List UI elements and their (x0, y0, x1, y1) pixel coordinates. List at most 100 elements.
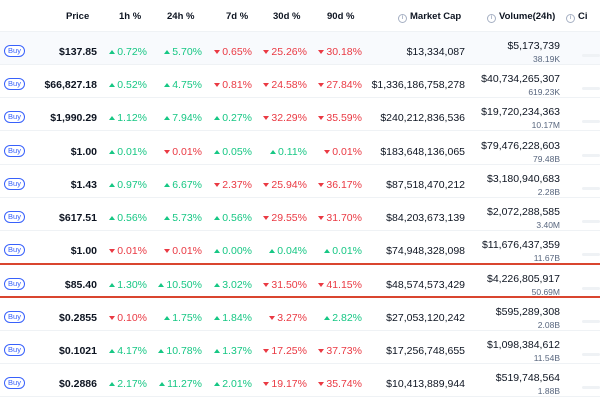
caret-down-icon (318, 83, 325, 87)
volume-cell[interactable]: $2,072,288,585 (487, 206, 560, 218)
change-30d-cell-value: 29.55% (271, 212, 307, 224)
volume-cell[interactable]: $1,098,384,612 (487, 339, 560, 351)
table-row[interactable]: Buy $1.00 0.01% 0.01% 0.00% 0.04% 0.01% $74,948… (0, 231, 600, 264)
change-1h-cell-value: 0.72% (117, 46, 147, 58)
caret-up-icon (324, 249, 331, 253)
header-volume[interactable]: i Volume(24h) (487, 11, 555, 23)
caret-up-icon (109, 382, 116, 386)
change-30d-cell: 19.17% (263, 378, 307, 390)
header-7d[interactable]: 7d % (226, 11, 249, 22)
table-row[interactable]: Buy $0.2855 0.10% 1.75% 1.84% 3.27% 2.82% $27,0… (0, 298, 600, 331)
header-1h[interactable]: 1h % (119, 11, 142, 22)
price-cell-value: $617.51 (59, 212, 97, 224)
change-1h-cell-value: 1.12% (117, 112, 147, 124)
buy-button[interactable]: Buy (4, 211, 25, 223)
buy-button[interactable]: Buy (4, 111, 25, 123)
header-volume-label: Volume(24h) (499, 11, 556, 22)
change-30d-cell: 25.26% (263, 46, 307, 58)
caret-up-icon (109, 283, 116, 287)
price-cell: $617.51 (59, 212, 97, 224)
supply-progress-bar (582, 287, 600, 290)
header-price[interactable]: Price (66, 11, 90, 22)
header-circulating-supply[interactable]: i Ci (566, 11, 588, 23)
table-row[interactable]: Buy $1,990.29 1.12% 7.94% 0.27% 32.29% 35.59% $… (0, 98, 600, 131)
buy-button[interactable]: Buy (4, 377, 25, 389)
volume-coin-amount: 2.08B (537, 320, 560, 330)
volume-cell[interactable]: $595,289,308 (495, 306, 560, 318)
table-row[interactable]: Buy $1.43 0.97% 6.67% 2.37% 25.94% 36.17% $87,5… (0, 165, 600, 198)
caret-down-icon (263, 50, 270, 54)
change-24h-cell-value: 0.01% (172, 245, 202, 257)
change-30d-cell-value: 0.04% (277, 245, 307, 257)
header-90d[interactable]: 90d % (327, 11, 355, 22)
price-cell: $0.1021 (59, 345, 97, 357)
header-circ-label: Ci (578, 11, 588, 22)
volume-cell[interactable]: $19,720,234,363 (481, 106, 560, 118)
table-row[interactable]: Buy $617.51 0.56% 5.73% 0.56% 29.55% 31.70% $84… (0, 198, 600, 231)
change-90d-cell: 0.01% (324, 146, 362, 158)
buy-button[interactable]: Buy (4, 311, 25, 323)
change-30d-cell: 29.55% (263, 212, 307, 224)
table-row[interactable]: Buy $0.1021 4.17% 10.78% 1.37% 17.25% 37.73% $1… (0, 331, 600, 364)
volume-cell[interactable]: $519,748,564 (495, 372, 560, 384)
market-cap-cell-value: $17,256,748,655 (386, 345, 465, 357)
change-24h-cell: 5.70% (164, 46, 202, 58)
change-1h-cell: 2.17% (109, 378, 147, 390)
header-market-cap[interactable]: i Market Cap (398, 11, 461, 23)
header-24h[interactable]: 24h % (167, 11, 195, 22)
change-1h-cell-value: 0.56% (117, 212, 147, 224)
volume-cell[interactable]: $11,676,437,359 (481, 239, 560, 251)
table-row[interactable]: Buy $0.2886 2.17% 11.27% 2.01% 19.17% 35.74% $1… (0, 364, 600, 397)
buy-button[interactable]: Buy (4, 145, 25, 157)
price-cell: $1.00 (71, 245, 97, 257)
change-7d-cell-value: 0.65% (222, 46, 252, 58)
change-7d-cell: 2.01% (214, 378, 252, 390)
volume-cell[interactable]: $40,734,265,307 (481, 73, 560, 85)
volume-cell[interactable]: $5,173,739 (507, 40, 560, 52)
volume-cell[interactable]: $3,180,940,683 (487, 173, 560, 185)
change-7d-cell-value: 1.37% (222, 345, 252, 357)
price-cell: $1.43 (71, 179, 97, 191)
caret-down-icon (214, 183, 221, 187)
volume-coin-amount: 3.40M (536, 220, 560, 230)
info-icon[interactable]: i (487, 14, 496, 23)
change-90d-cell: 31.70% (318, 212, 362, 224)
change-7d-cell-value: 0.56% (222, 212, 252, 224)
info-icon[interactable]: i (398, 14, 407, 23)
supply-progress-bar (582, 386, 600, 389)
change-24h-cell: 11.27% (159, 378, 202, 390)
market-cap-cell: $13,334,087 (407, 46, 465, 58)
change-30d-cell-value: 3.27% (277, 312, 307, 324)
info-icon[interactable]: i (566, 14, 575, 23)
buy-button[interactable]: Buy (4, 278, 25, 290)
volume-cell[interactable]: $4,226,805,917 (487, 273, 560, 285)
table-row[interactable]: Buy $66,827.18 0.52% 4.75% 0.81% 24.58% 27.84%… (0, 65, 600, 98)
table-row[interactable]: Buy $1.00 0.01% 0.01% 0.05% 0.11% 0.01% $183,64… (0, 132, 600, 165)
buy-button[interactable]: Buy (4, 344, 25, 356)
caret-up-icon (109, 183, 116, 187)
caret-up-icon (109, 83, 116, 87)
market-cap-cell-value: $1,336,186,758,278 (371, 79, 465, 91)
caret-up-icon (158, 283, 165, 287)
change-90d-cell: 35.74% (318, 378, 362, 390)
market-cap-cell: $27,053,120,242 (386, 312, 465, 324)
volume-cell[interactable]: $79,476,228,603 (481, 140, 560, 152)
change-24h-cell-value: 10.78% (166, 345, 202, 357)
caret-up-icon (214, 150, 221, 154)
buy-button[interactable]: Buy (4, 178, 25, 190)
caret-down-icon (263, 83, 270, 87)
change-7d-cell-value: 0.27% (222, 112, 252, 124)
price-cell-value: $66,827.18 (44, 79, 97, 91)
volume-coin-amount: 1.88B (537, 386, 560, 396)
price-cell-value: $1,990.29 (50, 112, 97, 124)
buy-button[interactable]: Buy (4, 78, 25, 90)
caret-down-icon (263, 183, 270, 187)
change-90d-cell-value: 30.18% (326, 46, 362, 58)
caret-down-icon (263, 283, 270, 287)
table-row[interactable]: Buy $137.85 0.72% 5.70% 0.65% 25.26% 30.18% $13… (0, 32, 600, 65)
change-1h-cell: 0.01% (109, 146, 147, 158)
header-30d[interactable]: 30d % (273, 11, 301, 22)
buy-button[interactable]: Buy (4, 45, 25, 57)
buy-button[interactable]: Buy (4, 244, 25, 256)
caret-down-icon (318, 349, 325, 353)
